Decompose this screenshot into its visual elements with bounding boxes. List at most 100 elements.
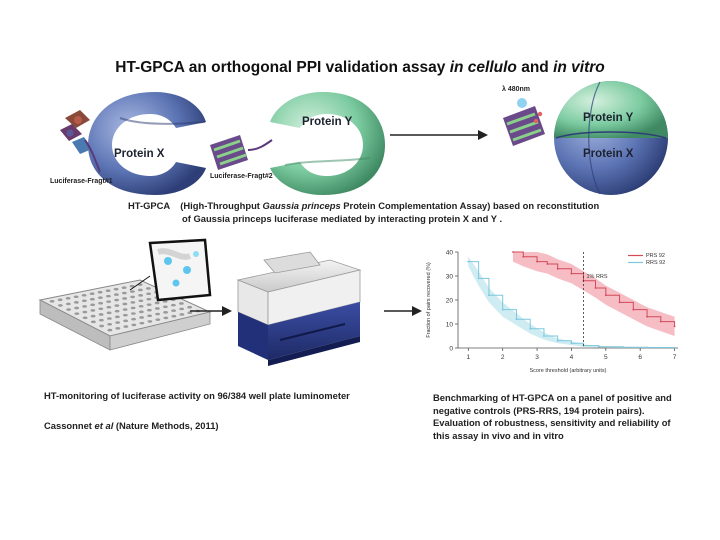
plate-well	[97, 296, 103, 299]
series-point	[618, 301, 621, 304]
plate-well	[123, 319, 129, 323]
monitoring-text: HT-monitoring of luciferase activity on …	[44, 390, 350, 401]
plate-well	[73, 295, 79, 299]
plate-well	[171, 309, 177, 312]
plate-well	[99, 324, 105, 328]
plate-well	[98, 318, 104, 322]
plate-well	[163, 316, 169, 320]
series-point	[536, 260, 538, 263]
y-axis-label: Fraction of pairs recovered (%)	[426, 262, 432, 338]
series-point	[556, 339, 559, 342]
plate-well	[146, 303, 152, 306]
plate-well	[114, 304, 120, 307]
series-point	[467, 260, 470, 263]
title-em-cellulo: in cellulo	[449, 59, 517, 76]
plate-well	[178, 302, 184, 305]
plate-well	[131, 323, 137, 327]
protein-x-label: Protein X	[114, 148, 165, 160]
series-point	[598, 345, 600, 348]
series-point	[512, 251, 514, 253]
series-point	[673, 346, 676, 349]
well-plate	[38, 279, 212, 351]
caption-line1-em: Gaussia princeps	[262, 200, 341, 211]
plate-well	[90, 320, 96, 324]
title-text: HT-GPCA an orthogonal PPI validation ass…	[115, 59, 450, 76]
caption-line1-a: HT-GPCA (High-Throughput	[128, 200, 263, 211]
plate-well	[97, 290, 103, 294]
plate-well	[155, 318, 161, 321]
series-point	[622, 346, 624, 349]
plate-well	[122, 297, 128, 300]
complex-protein-x-label: Protein X	[583, 148, 634, 160]
series-point	[477, 277, 480, 280]
plate-well	[162, 305, 168, 309]
title-and: and	[516, 59, 554, 76]
plate-well	[145, 287, 151, 290]
benchmark-text: Benchmarking of HT-GPCA on a panel of po…	[433, 392, 713, 442]
plate-well	[138, 294, 144, 297]
plate-well	[114, 315, 120, 319]
plate-well	[90, 309, 96, 312]
x-tick-label: 1	[467, 354, 471, 361]
y-tick-label: 20	[446, 298, 454, 305]
arrow-plate-to-device	[190, 306, 232, 316]
plate-well	[146, 292, 152, 296]
plate-well	[57, 298, 63, 302]
plate-well	[139, 321, 145, 325]
plate-well	[105, 289, 111, 292]
protein-y-shape	[270, 92, 385, 195]
y-tick-label: 30	[446, 274, 454, 281]
y-tick-label: 10	[446, 322, 454, 329]
plate-well	[122, 308, 128, 311]
arrow-top	[390, 130, 488, 140]
series-point	[646, 346, 648, 349]
plate-well	[90, 314, 96, 318]
plate-well	[114, 309, 120, 313]
reconstituted-luciferase-shape	[503, 98, 545, 146]
plate-well	[74, 312, 80, 315]
series-point	[501, 308, 504, 311]
plate-well	[89, 292, 95, 296]
legend-label: PRS 92	[646, 253, 665, 259]
plate-well	[130, 306, 136, 310]
plate-well	[73, 301, 79, 304]
series-point	[604, 294, 607, 297]
plate-well	[123, 325, 129, 328]
series-point	[529, 327, 532, 330]
citation-b: (Nature Methods, 2011)	[113, 420, 219, 431]
y-tick-label: 40	[446, 250, 454, 257]
series-point	[673, 325, 676, 328]
plate-well	[49, 300, 55, 303]
plate-well	[155, 312, 161, 316]
top-caption: HT-GPCA (High-Throughput Gaussia princep…	[128, 199, 648, 225]
series-point	[570, 342, 573, 345]
plate-well	[130, 312, 136, 315]
plate-well	[114, 298, 120, 302]
plate-well	[179, 313, 185, 316]
series-point	[659, 320, 662, 323]
series-point	[594, 287, 597, 289]
plate-well	[106, 305, 112, 309]
plate-well	[139, 316, 145, 319]
arrow-device-to-chart	[384, 306, 422, 316]
plate-well	[147, 314, 153, 318]
plate-well	[146, 308, 152, 312]
benchmark-line4: this assay in vivo and in vitro	[433, 429, 564, 441]
plate-well	[147, 320, 153, 323]
luciferase-fragment1-shape	[60, 110, 101, 173]
series-point	[546, 263, 549, 265]
complex-protein-y-label: Protein Y	[583, 112, 634, 124]
legend-label: RRS 92	[646, 260, 665, 266]
plate-well	[106, 317, 112, 320]
plate-well	[146, 297, 152, 301]
plate-well	[138, 310, 144, 314]
plate-well	[98, 313, 104, 316]
x-tick-label: 7	[673, 354, 677, 361]
caption-line1-b: Protein Complementation Assay) based on …	[340, 200, 600, 211]
citation: Cassonnet et al (Nature Methods, 2011)	[44, 420, 374, 433]
title-em-vitro: in vitro	[553, 59, 605, 76]
plate-well	[129, 284, 135, 288]
series-point	[488, 294, 490, 297]
luciferase-fragment2-shape	[210, 135, 273, 170]
